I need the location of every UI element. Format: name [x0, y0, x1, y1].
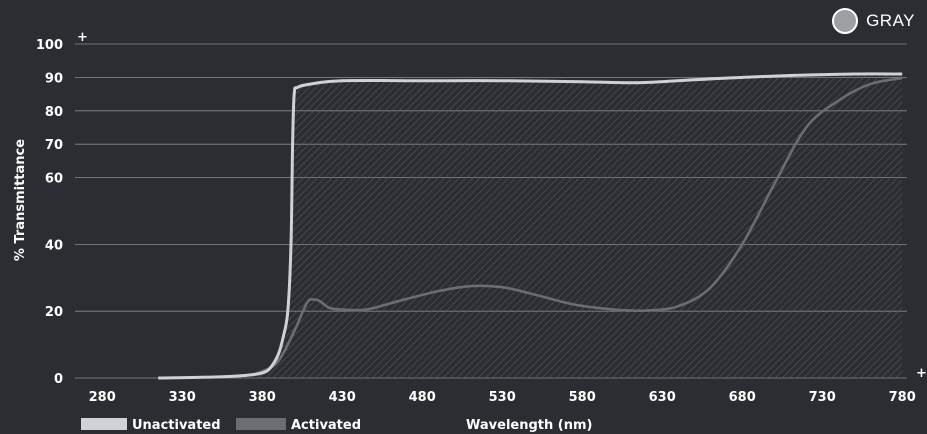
x-axis-title: Wavelength (nm) [466, 418, 592, 433]
x-tick-label-330: 330 [169, 390, 196, 405]
y-tick-labels: 0 20 40 60 70 80 90 100 [36, 38, 63, 387]
x-tick-label-480: 480 [409, 390, 436, 405]
y-tick-label-0: 0 [54, 372, 63, 387]
y-tick-label-60: 60 [45, 172, 63, 187]
y-axis-title: % Transmittance [13, 139, 28, 261]
y-tick-label-20: 20 [45, 305, 63, 320]
legend-label-activated: Activated [291, 418, 361, 433]
y-tick-label-90: 90 [45, 71, 63, 86]
unactivated-area-fill [158, 73, 903, 378]
series-line-activated [158, 76, 903, 380]
gray-lens-badge: GRAY [832, 8, 915, 34]
series-lines [158, 72, 903, 380]
x-tick-labels: 280 330 380 430 480 530 580 630 680 730 780 [89, 390, 916, 405]
x-tick-label-280: 280 [89, 390, 116, 405]
y-tick-label-80: 80 [45, 105, 63, 120]
y-tick-label-40: 40 [45, 238, 63, 253]
x-axis-plus-marker: + [916, 366, 927, 381]
legend-label-unactivated: Unactivated [132, 418, 221, 433]
legend-swatch-unactivated [81, 418, 127, 430]
x-tick-label-630: 630 [649, 390, 676, 405]
gray-color-swatch-icon [832, 8, 859, 34]
x-tick-label-430: 430 [329, 390, 356, 405]
lens-color-label: GRAY [866, 11, 915, 30]
x-tick-label-380: 380 [249, 390, 276, 405]
x-tick-label-780: 780 [889, 390, 916, 405]
y-tick-label-100: 100 [36, 38, 63, 53]
x-tick-label-580: 580 [569, 390, 596, 405]
legend-swatch-activated [236, 418, 286, 430]
y-axis-plus-marker: + [77, 30, 88, 45]
x-tick-label-680: 680 [729, 390, 756, 405]
x-tick-label-730: 730 [809, 390, 836, 405]
hatched-area [158, 73, 903, 378]
x-tick-label-530: 530 [489, 390, 516, 405]
y-tick-label-70: 70 [45, 138, 63, 153]
series-line-unactivated [158, 72, 903, 380]
